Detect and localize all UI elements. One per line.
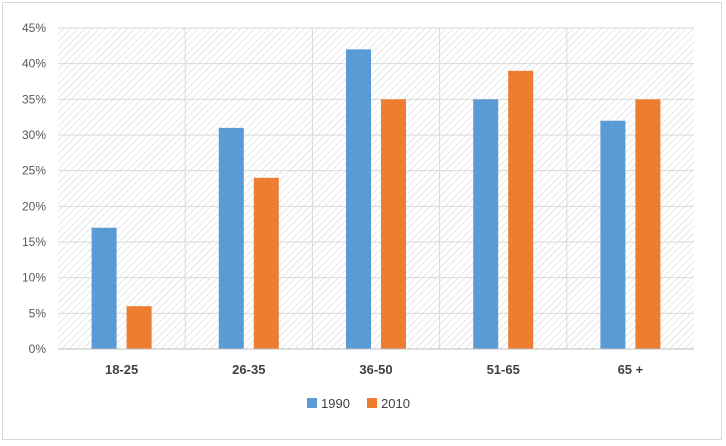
y-tick-label: 40%: [22, 57, 46, 71]
bar-2010-65: [635, 99, 661, 349]
y-tick-label: 5%: [29, 306, 47, 320]
legend-swatch-1990: [307, 398, 317, 408]
bar-1990-2635: [218, 127, 244, 349]
legend: 1990 2010: [307, 396, 410, 411]
x-tick-label: 65 +: [618, 362, 644, 377]
legend-swatch-2010: [367, 398, 377, 408]
y-tick-label: 10%: [22, 271, 46, 285]
bar-1990-3650: [346, 49, 371, 350]
legend-label-2010: 2010: [381, 396, 410, 411]
y-tick-label: 0%: [29, 342, 47, 356]
legend-label-1990: 1990: [321, 396, 350, 411]
x-axis-ticks: 18-25 26-35 36-50 51-65 65 +: [105, 362, 644, 377]
bar-1990-65: [600, 120, 626, 349]
y-tick-label: 35%: [22, 92, 46, 106]
x-tick-label: 18-25: [105, 362, 138, 377]
y-tick-label: 45%: [22, 21, 46, 35]
horizontal-gridlines: [58, 27, 694, 314]
x-tick-label: 26-35: [232, 362, 265, 377]
y-axis-ticks: 0% 5% 10% 15% 20% 25% 30% 35% 40% 45%: [22, 21, 46, 356]
x-tick-label: 51-65: [487, 362, 520, 377]
y-tick-label: 15%: [22, 235, 46, 249]
x-tick-label: 36-50: [359, 362, 392, 377]
vertical-gridlines: [184, 28, 568, 349]
bar-2010-5165: [508, 70, 534, 350]
plot-area: [58, 28, 694, 349]
bar-1990-5165: [473, 99, 499, 349]
y-tick-label: 25%: [22, 164, 46, 178]
y-tick-label: 20%: [22, 199, 46, 213]
bar-1990-1825: [91, 227, 117, 349]
bar-2010-2635: [253, 177, 279, 349]
y-tick-label: 30%: [22, 128, 46, 142]
bar-2010-3650: [381, 99, 406, 349]
bars: [91, 49, 661, 350]
bar-2010-1825: [126, 306, 152, 349]
